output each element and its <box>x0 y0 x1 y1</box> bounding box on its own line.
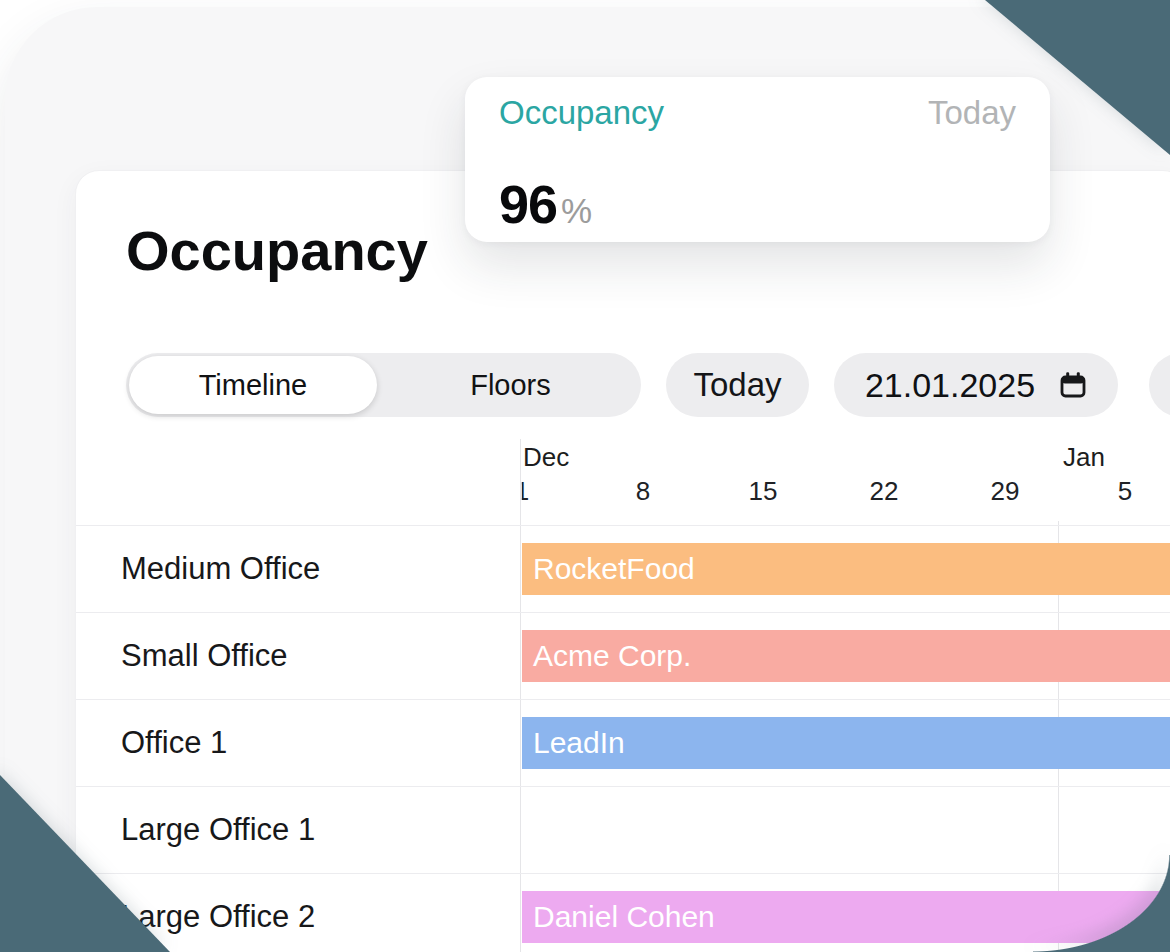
view-switcher: Timeline Floors <box>126 353 641 417</box>
day-label: 1 <box>515 476 529 507</box>
today-button[interactable]: Today <box>666 353 809 417</box>
stat-number: 96 <box>499 173 557 235</box>
booking-bar[interactable]: Acme Corp. <box>522 630 1170 682</box>
stat-title: Occupancy <box>499 94 664 132</box>
room-row: Office 1 LeadIn <box>76 699 1170 786</box>
date-picker[interactable]: 21.01.2025 <box>834 353 1118 417</box>
room-row: Large Office 1 <box>76 786 1170 873</box>
room-label: Large Office 2 <box>121 874 315 952</box>
room-row: Medium Office RocketFood <box>76 525 1170 612</box>
booking-bar[interactable]: RocketFood <box>522 543 1170 595</box>
teal-corner-bottom-right <box>1033 855 1170 952</box>
occupancy-card: Occupancy Timeline Floors Today 21.01.20… <box>75 170 1170 952</box>
booking-bar[interactable]: LeadIn <box>522 717 1170 769</box>
stat-unit: % <box>561 191 592 231</box>
room-label: Office 1 <box>121 700 227 786</box>
date-value: 21.01.2025 <box>865 366 1035 405</box>
stat-period: Today <box>928 94 1016 132</box>
stat-value: 96 % <box>499 173 592 235</box>
rows: Medium Office RocketFood Small Office Acme … <box>76 525 1170 952</box>
calendar-icon <box>1059 371 1087 399</box>
month-label: Dec <box>523 442 569 473</box>
day-label: 22 <box>870 476 899 507</box>
stat-card: Occupancy Today 96 % <box>465 77 1050 242</box>
tab-floors[interactable]: Floors <box>380 353 641 417</box>
day-label: 8 <box>636 476 650 507</box>
page-title: Occupancy <box>126 223 428 279</box>
more-filters-pill[interactable] <box>1149 353 1170 417</box>
room-label: Large Office 1 <box>121 787 315 873</box>
day-label: 15 <box>749 476 778 507</box>
page: Occupancy Timeline Floors Today 21.01.20… <box>0 0 1170 952</box>
tab-timeline[interactable]: Timeline <box>126 353 380 417</box>
room-label: Medium Office <box>121 526 320 612</box>
room-row: Small Office Acme Corp. <box>76 612 1170 699</box>
day-label: 29 <box>991 476 1020 507</box>
day-label: 5 <box>1118 476 1132 507</box>
month-label: Jan <box>1063 442 1105 473</box>
room-row: Large Office 2Daniel Cohen <box>76 873 1170 952</box>
room-label: Small Office <box>121 613 288 699</box>
